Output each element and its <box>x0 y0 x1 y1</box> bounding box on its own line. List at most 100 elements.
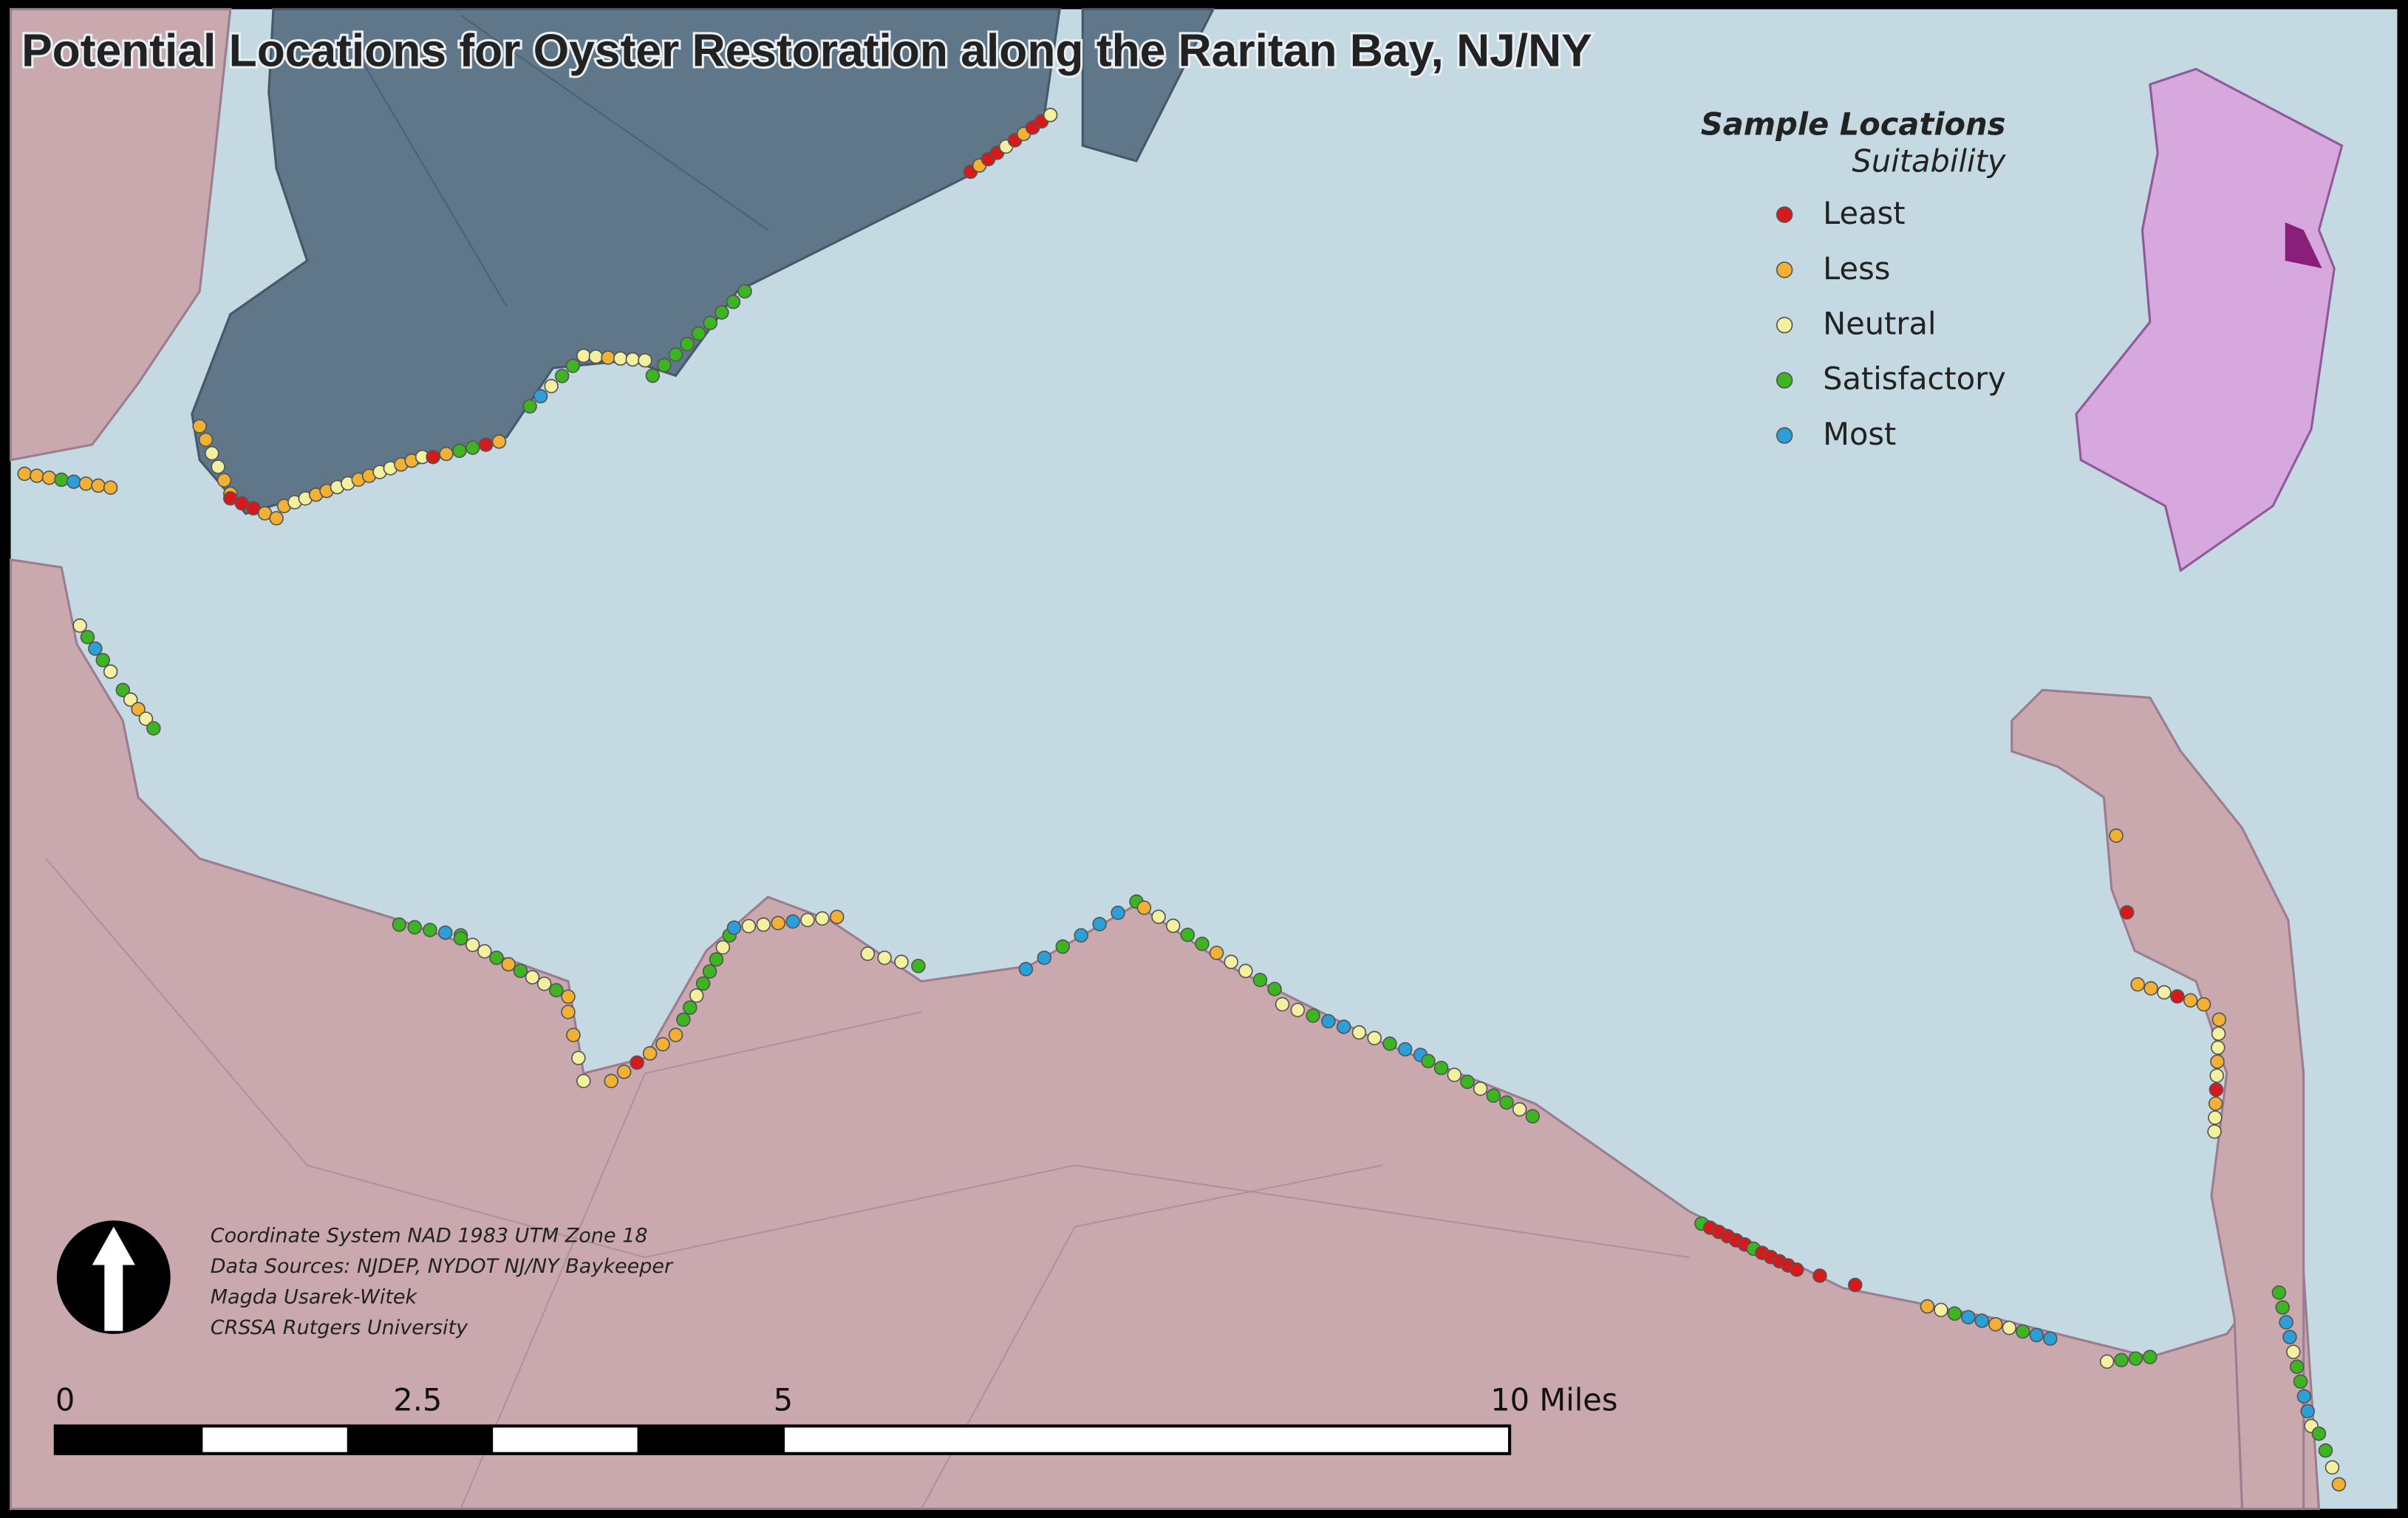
land-nj-north <box>9 7 232 462</box>
legend-title: Sample Locations <box>1701 106 2006 143</box>
sample-point <box>131 702 146 717</box>
sample-point <box>1252 972 1268 988</box>
sample-point <box>513 963 528 978</box>
sample-point <box>604 1073 618 1089</box>
sample-point <box>198 432 214 448</box>
scale-label: 2.5 <box>393 1382 442 1418</box>
credit-line: CRSSA Rutgers University <box>211 1316 468 1339</box>
legend-swatch <box>1776 206 1793 223</box>
sample-point <box>588 349 604 364</box>
sample-point <box>668 347 683 362</box>
sample-point <box>2130 977 2145 992</box>
sample-point <box>2300 1404 2315 1419</box>
sample-point <box>1037 950 1052 965</box>
sample-point <box>691 326 706 341</box>
sample-point <box>601 350 615 365</box>
sample-point <box>1460 1074 1475 1090</box>
sample-point <box>489 950 504 965</box>
sample-point <box>1499 1095 1514 1110</box>
sample-point <box>2183 993 2198 1008</box>
sample-point <box>561 989 576 1004</box>
sample-point <box>625 352 641 367</box>
sample-point <box>1165 918 1181 934</box>
sample-point <box>894 954 909 969</box>
sample-point <box>571 1050 586 1066</box>
sample-point <box>30 468 44 483</box>
sample-point <box>613 351 628 366</box>
sample-point <box>1433 1061 1449 1076</box>
sample-point <box>709 952 724 967</box>
sample-point <box>1920 1299 1935 1314</box>
sample-point <box>1290 1002 1306 1017</box>
sample-point <box>88 641 103 656</box>
sample-point <box>2211 1012 2227 1028</box>
legend-swatch <box>1776 427 1793 444</box>
scale-label: 10 Miles <box>1490 1382 1617 1418</box>
sample-point <box>561 1005 576 1019</box>
sample-point <box>737 284 752 299</box>
sample-point <box>544 378 559 394</box>
sample-point <box>657 358 672 373</box>
sample-point <box>1512 1102 1527 1117</box>
sample-point <box>680 336 695 352</box>
sample-point <box>1275 996 1290 1012</box>
sample-point <box>1398 1042 1413 1057</box>
credit-line: Coordinate System NAD 1983 UTM Zone 18 <box>211 1224 648 1247</box>
sample-point <box>695 976 711 991</box>
sample-point <box>2210 1054 2225 1069</box>
sample-point <box>138 711 154 726</box>
sample-point <box>2157 985 2172 1000</box>
road <box>921 1164 1382 1510</box>
sample-point <box>1447 1067 1462 1082</box>
sample-point <box>1092 917 1107 931</box>
scale-label: 0 <box>55 1382 75 1418</box>
sample-point <box>1055 939 1071 954</box>
sample-point <box>2296 1389 2312 1404</box>
sample-point <box>1224 954 1238 969</box>
sample-point <box>115 683 131 697</box>
sample-point <box>2128 1351 2143 1366</box>
credit-line: Magda Usarek-Witek <box>211 1285 418 1308</box>
nj-inset <box>2075 67 2344 572</box>
sample-point <box>2208 1096 2223 1111</box>
sample-point <box>2286 1344 2301 1359</box>
sample-point <box>689 988 704 1003</box>
legend: Least Less Neutral Satisfactory Most <box>1776 195 2006 452</box>
sample-point <box>565 358 581 374</box>
sample-point <box>1367 1030 1382 1046</box>
sample-point <box>702 964 717 979</box>
sample-point <box>491 434 507 449</box>
sample-point <box>2211 1026 2226 1042</box>
sample-point <box>2289 1359 2305 1374</box>
sample-point <box>1180 927 1196 943</box>
sample-point <box>554 369 570 383</box>
sample-point <box>123 692 138 707</box>
sample-point <box>407 920 422 935</box>
sample-point <box>2311 1426 2327 1441</box>
sample-point <box>426 449 440 465</box>
sample-point <box>642 1046 658 1061</box>
sample-point <box>2196 996 2211 1012</box>
sample-point <box>703 315 718 330</box>
sample-point <box>1267 982 1282 996</box>
sample-point <box>453 931 468 946</box>
sample-point <box>1209 946 1224 960</box>
sample-point <box>2143 1350 2158 1364</box>
sample-point <box>1947 1306 1962 1321</box>
legend-swatch <box>1776 316 1793 334</box>
sample-point <box>54 472 69 488</box>
sample-point <box>95 652 111 668</box>
sample-point <box>1486 1088 1501 1103</box>
sample-point <box>392 917 407 932</box>
road <box>352 14 768 307</box>
sample-point <box>103 480 118 495</box>
sample-point <box>269 510 284 526</box>
legend-label: Least <box>1823 195 1905 231</box>
sample-point <box>72 618 87 633</box>
land-ny-east <box>1081 7 1215 163</box>
sample-point <box>536 976 552 991</box>
legend-subtitle: Suitability <box>1852 143 2007 180</box>
sample-point <box>714 305 729 320</box>
sample-point <box>800 912 815 928</box>
roads <box>45 14 1690 1510</box>
